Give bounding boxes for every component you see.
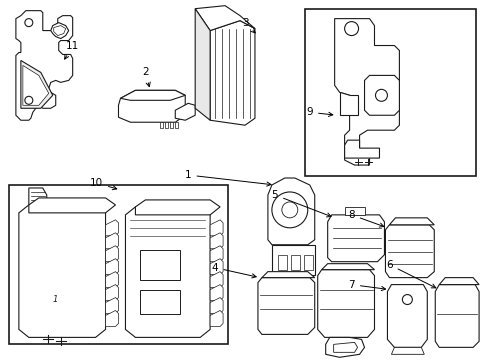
Polygon shape	[105, 285, 118, 301]
Bar	[140, 250, 180, 280]
Polygon shape	[327, 215, 384, 262]
Text: 4: 4	[211, 263, 256, 278]
Polygon shape	[105, 220, 118, 236]
Polygon shape	[333, 342, 357, 352]
Polygon shape	[385, 225, 433, 278]
Polygon shape	[54, 26, 65, 36]
Polygon shape	[262, 272, 314, 278]
Polygon shape	[29, 188, 47, 205]
Polygon shape	[210, 272, 223, 288]
Polygon shape	[160, 122, 163, 128]
Polygon shape	[105, 259, 118, 275]
Polygon shape	[210, 220, 223, 236]
Polygon shape	[51, 23, 68, 39]
Polygon shape	[339, 92, 357, 115]
Polygon shape	[321, 264, 374, 270]
Polygon shape	[210, 233, 223, 249]
Text: 6: 6	[386, 260, 435, 288]
Text: 5: 5	[271, 190, 330, 217]
Polygon shape	[105, 298, 118, 314]
Bar	[304, 9, 475, 176]
Polygon shape	[19, 205, 105, 337]
Text: 10: 10	[90, 178, 117, 190]
Polygon shape	[170, 122, 173, 128]
Polygon shape	[105, 246, 118, 262]
Text: 2: 2	[142, 67, 150, 87]
Polygon shape	[175, 103, 195, 120]
Polygon shape	[267, 178, 314, 245]
Polygon shape	[210, 246, 223, 262]
Polygon shape	[105, 272, 118, 288]
Polygon shape	[195, 9, 210, 120]
Polygon shape	[438, 278, 478, 285]
Bar	[140, 289, 180, 315]
Polygon shape	[135, 200, 220, 215]
Text: 1: 1	[184, 170, 270, 186]
Polygon shape	[21, 60, 53, 108]
Polygon shape	[210, 21, 254, 125]
Text: 9: 9	[306, 107, 332, 117]
Bar	[9, 185, 227, 345]
Polygon shape	[23, 66, 49, 105]
Polygon shape	[165, 122, 168, 128]
Polygon shape	[16, 11, 73, 120]
Polygon shape	[364, 75, 399, 115]
Bar	[303, 255, 312, 270]
Polygon shape	[125, 207, 210, 337]
Polygon shape	[390, 347, 424, 354]
Polygon shape	[175, 122, 178, 128]
Polygon shape	[195, 6, 254, 31]
Polygon shape	[344, 207, 364, 215]
Polygon shape	[325, 337, 364, 357]
Polygon shape	[105, 310, 118, 327]
Polygon shape	[344, 140, 379, 158]
Polygon shape	[210, 259, 223, 275]
Polygon shape	[210, 298, 223, 314]
Polygon shape	[386, 285, 427, 347]
Polygon shape	[334, 19, 399, 165]
Polygon shape	[210, 310, 223, 327]
Polygon shape	[317, 270, 374, 337]
Bar	[290, 255, 299, 270]
Polygon shape	[388, 218, 433, 225]
Polygon shape	[120, 90, 185, 100]
Polygon shape	[271, 245, 314, 275]
Polygon shape	[210, 285, 223, 301]
Text: 7: 7	[347, 280, 385, 291]
Text: 11: 11	[64, 41, 79, 59]
Text: 8: 8	[347, 210, 383, 227]
Polygon shape	[118, 90, 185, 122]
Text: 3: 3	[241, 18, 255, 33]
Polygon shape	[434, 285, 478, 347]
Bar	[277, 255, 286, 270]
Polygon shape	[105, 233, 118, 249]
Polygon shape	[258, 278, 314, 334]
Text: 1: 1	[53, 295, 58, 304]
Polygon shape	[29, 198, 115, 213]
